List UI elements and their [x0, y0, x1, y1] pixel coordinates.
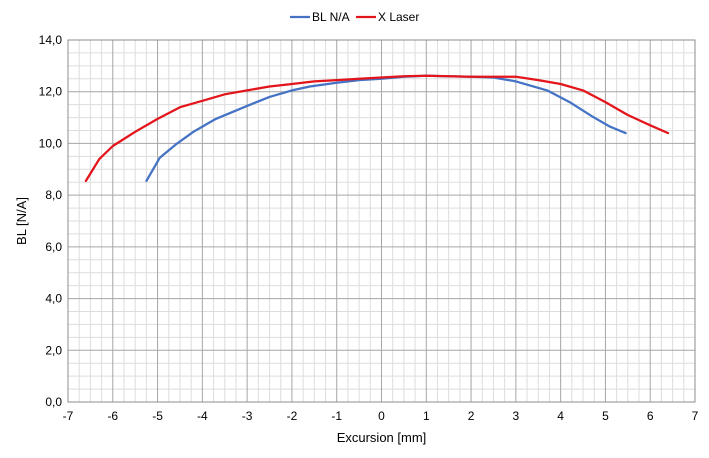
series-line-1: [145, 74, 627, 183]
x-axis-tick-labels: -7 -6 -5 -4 -3 -2 -1 0 1 2 3 4 5 6 7: [63, 409, 699, 423]
series-line-2: [84, 74, 670, 183]
y-tick-label: 0,0: [45, 395, 62, 409]
series-layer: [84, 74, 670, 183]
grid-major: [67, 39, 696, 403]
x-tick-label: 0: [378, 409, 385, 423]
x-tick-label: -6: [107, 409, 118, 423]
x-tick-label: -5: [152, 409, 163, 423]
x-tick-label: 2: [468, 409, 475, 423]
x-tick-label: 5: [602, 409, 609, 423]
y-tick-label: 10,0: [39, 136, 63, 150]
y-tick-label: 12,0: [39, 85, 63, 99]
legend-label-1: BL N/A: [312, 10, 350, 24]
y-tick-label: 4,0: [45, 292, 62, 306]
y-tick-label: 14,0: [39, 33, 63, 47]
y-tick-label: 2,0: [45, 343, 62, 357]
y-tick-label: 8,0: [45, 188, 62, 202]
legend-label-2: X Laser: [378, 10, 419, 24]
plot-area-frame: [67, 39, 696, 403]
x-tick-label: 7: [692, 409, 699, 423]
y-axis-tick-labels: 0,0 2,0 4,0 6,0 8,0 10,0 12,0 14,0: [39, 33, 63, 409]
y-axis-title: BL [N/A]: [14, 197, 29, 245]
x-tick-label: -1: [331, 409, 342, 423]
x-tick-label: 3: [513, 409, 520, 423]
x-tick-label: 4: [557, 409, 564, 423]
x-tick-label: -2: [287, 409, 298, 423]
x-tick-label: -4: [197, 409, 208, 423]
x-tick-label: 6: [647, 409, 654, 423]
x-tick-label: -3: [242, 409, 253, 423]
x-tick-label: -7: [63, 409, 74, 423]
legend: BL N/A X Laser: [290, 10, 419, 24]
x-tick-label: 1: [423, 409, 430, 423]
y-tick-label: 6,0: [45, 240, 62, 254]
x-axis-title: Excursion [mm]: [337, 430, 427, 445]
